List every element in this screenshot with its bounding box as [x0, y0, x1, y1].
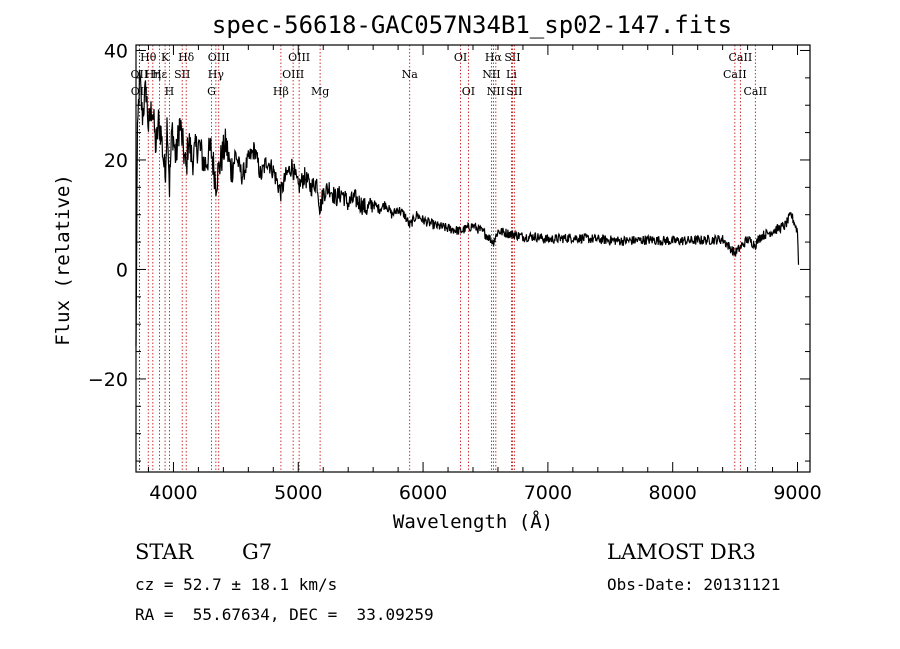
x-tick-label: 5000 [274, 482, 322, 504]
line-label: Na [402, 68, 419, 81]
x-tick-label: 6000 [399, 482, 447, 504]
y-axis: −20 0 20 40 [88, 40, 810, 462]
chart-title: spec-56618-GAC057N34B1_sp02-147.fits [212, 11, 732, 39]
x-tick-label: 8000 [649, 482, 697, 504]
line-label: OI [462, 85, 475, 98]
line-label: OIII [282, 68, 304, 81]
x-tick-label: 7000 [524, 482, 572, 504]
line-label: OIII [208, 51, 230, 64]
line-label: Hθ [140, 51, 157, 64]
line-label: OI [454, 51, 467, 64]
object-class: STAR [135, 540, 194, 564]
line-label: Hδ [178, 51, 195, 64]
x-axis-title: Wavelength (Å) [393, 510, 553, 533]
plot-frame [135, 44, 811, 473]
redshift-text: cz = 52.7 ± 18.1 km/s [135, 575, 338, 594]
object-subclass: G7 [242, 540, 273, 564]
x-tick-label: 4000 [149, 482, 197, 504]
y-tick-label: 40 [104, 40, 128, 62]
y-axis-title: Flux (relative) [52, 174, 74, 346]
line-label: CaII [743, 85, 767, 98]
line-label: Mg [311, 85, 329, 98]
obs-date: Obs-Date: 20131121 [607, 575, 781, 594]
survey-name: LAMOST DR3 [607, 540, 756, 564]
line-label: G [207, 85, 216, 98]
line-label: Hα [485, 51, 503, 64]
y-tick-label: 0 [116, 259, 128, 281]
line-label: H [165, 85, 175, 98]
line-label: Hβ [273, 85, 289, 98]
x-axis: 4000 5000 6000 7000 8000 9000 [147, 45, 822, 504]
x-tick-label: 9000 [773, 482, 821, 504]
line-label: CaII [723, 68, 747, 81]
line-label: Li [506, 68, 517, 81]
y-tick-label: 20 [104, 150, 128, 172]
line-label: NII [487, 85, 505, 98]
line-label: SII [174, 68, 190, 81]
line-label: Hε [152, 68, 168, 81]
y-tick-label: −20 [88, 369, 128, 391]
line-label: SII [504, 51, 520, 64]
line-label: Hγ [208, 68, 225, 81]
line-label: Hη [145, 68, 161, 81]
line-label: OIII [288, 51, 310, 64]
line-label: SII [506, 85, 522, 98]
coordinates: RA = 55.67634, DEC = 33.09259 [135, 605, 434, 624]
spectrum-line [135, 69, 800, 347]
line-label: K [161, 51, 170, 64]
line-label: NII [482, 68, 500, 81]
line-label: CaII [729, 51, 753, 64]
